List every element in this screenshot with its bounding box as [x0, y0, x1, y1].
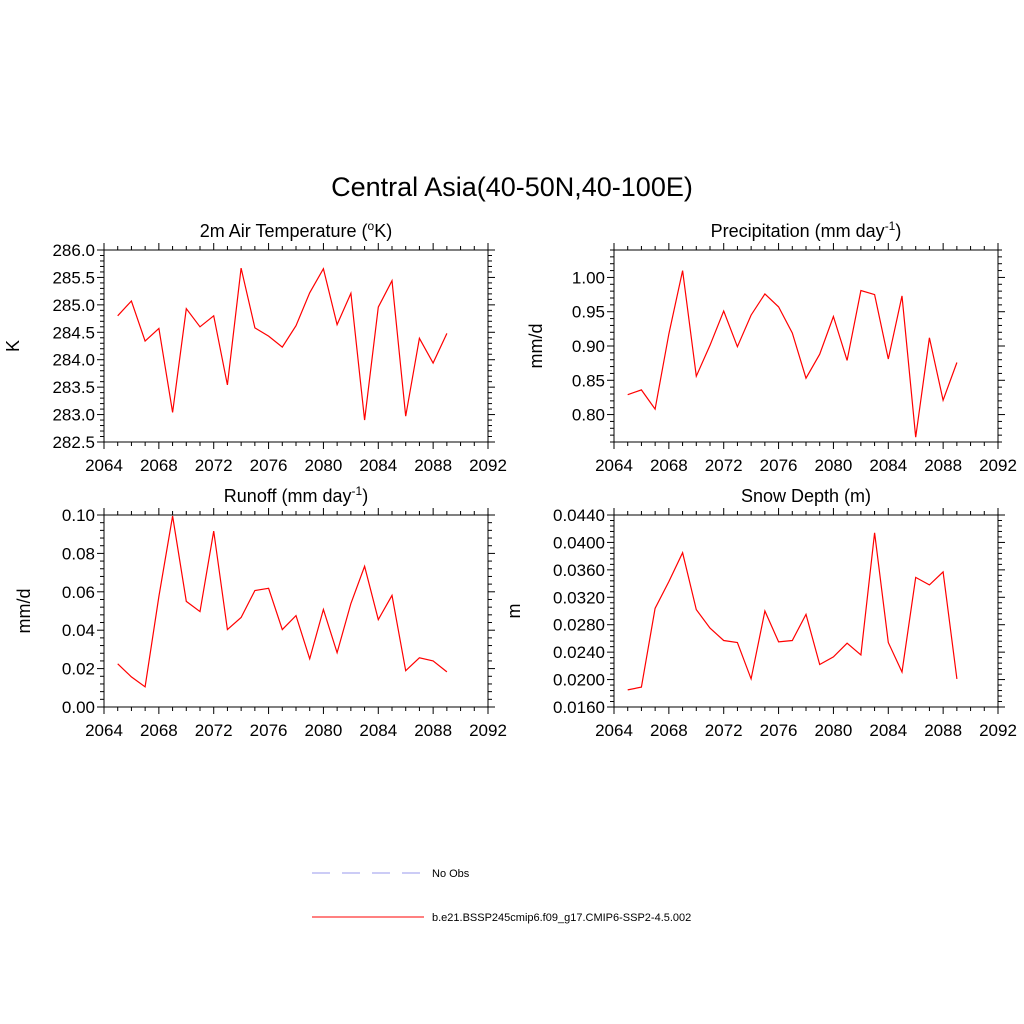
x-tick-label-runoff: 2088: [414, 721, 452, 740]
plot-frame-snow-depth: [613, 514, 999, 708]
y-tick-label-snow-depth: 0.0240: [553, 643, 605, 662]
panel-title-temperature: 2m Air Temperature (oK): [200, 219, 392, 241]
y-tick-label-temperature: 285.0: [52, 296, 95, 315]
panel-snow-depth: 2064 2068 2072 2076 2080 2084 2088 2092 0.0160 0.…: [504, 486, 1017, 740]
y-tick-label-temperature: 284.5: [52, 323, 95, 342]
panel-title-precipitation: Precipitation (mm day-1): [711, 219, 902, 241]
x-tick-label-runoff: 2092: [469, 721, 507, 740]
x-tick-label-runoff: 2076: [250, 721, 288, 740]
x-tick-label-snow-depth: 2080: [815, 721, 853, 740]
x-tick-label-temperature: 2088: [414, 456, 452, 475]
x-tick-label-snow-depth: 2072: [705, 721, 743, 740]
panel-temperature: 2064 2068 2072 2076 2080 2084 2088 2092 282.5 283…: [3, 219, 507, 475]
x-tick-label-precipitation: 2064: [595, 456, 633, 475]
y-axis-label-runoff: mm/d: [14, 589, 34, 634]
y-tick-label-temperature: 284.0: [52, 351, 95, 370]
y-tick-label-precipitation: 0.90: [572, 337, 605, 356]
x-tick-label-runoff: 2080: [305, 721, 343, 740]
y-tick-label-temperature: 282.5: [52, 433, 95, 452]
panel-runoff: 2064 2068 2072 2076 2080 2084 2088 2092 0.00 0.02…: [14, 484, 507, 740]
x-tick-label-temperature: 2064: [85, 456, 123, 475]
panel-title-runoff: Runoff (mm day-1): [224, 484, 368, 506]
x-tick-label-precipitation: 2068: [650, 456, 688, 475]
y-tick-label-runoff: 0.06: [62, 583, 95, 602]
x-tick-label-temperature: 2080: [305, 456, 343, 475]
x-tick-label-temperature: 2092: [469, 456, 507, 475]
x-tick-label-runoff: 2068: [140, 721, 178, 740]
series-line-precipitation: [627, 270, 958, 438]
y-tick-label-snow-depth: 0.0440: [553, 506, 605, 525]
plot-frame-runoff: [103, 514, 489, 708]
x-tick-label-temperature: 2084: [359, 456, 397, 475]
x-tick-label-precipitation: 2092: [979, 456, 1017, 475]
x-tick-label-temperature: 2076: [250, 456, 288, 475]
x-tick-label-snow-depth: 2084: [869, 721, 907, 740]
x-tick-label-temperature: 2072: [195, 456, 233, 475]
y-tick-label-precipitation: 0.80: [572, 406, 605, 425]
y-tick-label-runoff: 0.08: [62, 544, 95, 563]
x-tick-label-snow-depth: 2088: [924, 721, 962, 740]
panel-title-snow-depth: Snow Depth (m): [741, 486, 871, 506]
x-tick-label-precipitation: 2076: [760, 456, 798, 475]
y-tick-label-snow-depth: 0.0200: [553, 671, 605, 690]
y-tick-label-snow-depth: 0.0320: [553, 588, 605, 607]
x-tick-label-precipitation: 2084: [869, 456, 907, 475]
series-line-runoff: [117, 515, 448, 688]
x-tick-label-precipitation: 2080: [815, 456, 853, 475]
y-tick-label-temperature: 285.5: [52, 268, 95, 287]
figure-title: Central Asia(40-50N,40-100E): [331, 172, 693, 202]
panels: 2064 2068 2072 2076 2080 2084 2088 2092 282.5 283…: [3, 219, 1017, 740]
y-tick-label-runoff: 0.04: [62, 621, 95, 640]
y-tick-label-temperature: 286.0: [52, 241, 95, 260]
y-tick-label-precipitation: 0.95: [572, 303, 605, 322]
series-line-temperature: [117, 267, 448, 421]
y-tick-label-precipitation: 0.85: [572, 371, 605, 390]
x-tick-label-temperature: 2068: [140, 456, 178, 475]
x-tick-label-precipitation: 2072: [705, 456, 743, 475]
y-tick-label-runoff: 0.00: [62, 698, 95, 717]
y-tick-label-precipitation: 1.00: [572, 268, 605, 287]
x-tick-label-runoff: 2064: [85, 721, 123, 740]
y-tick-label-temperature: 283.5: [52, 378, 95, 397]
y-axis-label-snow-depth: m: [504, 604, 524, 619]
y-tick-label-snow-depth: 0.0360: [553, 561, 605, 580]
y-axis-label-precipitation: mm/d: [526, 324, 546, 369]
legend-label-model: b.e21.BSSP245cmip6.f09_g17.CMIP6-SSP2-4.…: [432, 912, 691, 924]
x-tick-label-snow-depth: 2076: [760, 721, 798, 740]
panel-precipitation: 2064 2068 2072 2076 2080 2084 2088 2092 0.80 0.85…: [526, 219, 1017, 475]
y-tick-label-snow-depth: 0.0400: [553, 533, 605, 552]
y-tick-label-temperature: 283.0: [52, 406, 95, 425]
x-tick-label-runoff: 2072: [195, 721, 233, 740]
x-tick-label-precipitation: 2088: [924, 456, 962, 475]
x-tick-label-runoff: 2084: [359, 721, 397, 740]
y-tick-label-snow-depth: 0.0280: [553, 616, 605, 635]
x-tick-label-snow-depth: 2068: [650, 721, 688, 740]
x-tick-label-snow-depth: 2064: [595, 721, 633, 740]
y-tick-label-runoff: 0.10: [62, 506, 95, 525]
legend-label-no-obs: No Obs: [432, 868, 470, 880]
y-axis-label-temperature: K: [3, 340, 23, 352]
legend: No Obs b.e21.BSSP245cmip6.f09_g17.CMIP6-…: [312, 868, 691, 924]
plot-frame-precipitation: [613, 249, 999, 443]
y-tick-label-runoff: 0.02: [62, 660, 95, 679]
series-line-snow-depth: [627, 532, 958, 691]
x-tick-label-snow-depth: 2092: [979, 721, 1017, 740]
y-tick-label-snow-depth: 0.0160: [553, 698, 605, 717]
